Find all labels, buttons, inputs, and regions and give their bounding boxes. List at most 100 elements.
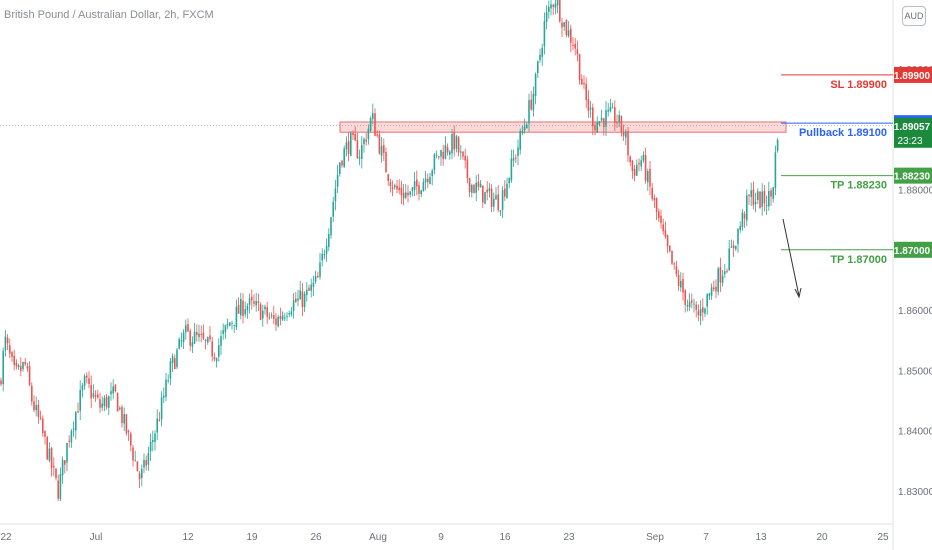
candle [345,136,348,157]
candle-body [114,384,117,392]
candle [693,298,695,313]
candle [94,390,97,402]
candle [420,189,422,198]
candle [526,122,528,129]
candle [277,314,279,328]
candle-body [394,185,396,188]
candle-body [259,304,262,320]
candle [405,183,407,200]
currency-button[interactable]: AUD [902,6,926,26]
candle [290,307,293,317]
candle-body [295,298,297,302]
candle-body [719,267,722,283]
candle-body [275,318,277,325]
candle-body [596,122,598,133]
candle-body [609,107,612,112]
candle [127,429,130,441]
candle [413,172,416,197]
candle-body [266,307,268,317]
candle [603,117,605,136]
candle [369,116,372,133]
candle-body [499,210,502,212]
candle-body [644,155,647,181]
candle-body [526,124,528,129]
candle [702,298,704,321]
candle-body [572,44,574,46]
candle-body [317,275,319,278]
candle-body [319,262,321,277]
candle [416,170,418,196]
candle-body [616,122,618,124]
candle [446,143,449,156]
candle-body [537,61,539,74]
candle-body [176,349,178,368]
candle-body [279,316,282,320]
candle-body [541,47,543,57]
candle-body [273,315,275,319]
candle-body [310,284,312,291]
candle [715,279,717,299]
candle-body [277,316,279,327]
countdown-text: 23:23 [897,136,922,147]
candle [312,275,315,297]
candle-body [13,356,15,365]
tp2-price-text: 1.87000 [894,246,931,257]
candle-body [765,204,768,206]
candle-body [545,11,548,23]
candle [299,280,301,300]
candle [519,128,521,155]
candle [609,98,612,113]
candle [585,77,587,109]
candle-body [121,406,123,424]
candle-body [581,78,583,85]
candle-body [218,345,220,357]
candle-body [627,131,629,156]
candle [611,102,614,109]
candle-body [515,157,517,159]
x-tick-label: 26 [310,532,322,543]
candle-body [455,136,458,149]
candle [409,191,411,198]
candle [570,24,572,53]
candle [499,210,502,216]
candle-body [233,324,235,326]
candle [143,453,145,473]
candle-body [220,336,222,346]
candle-body [226,323,229,326]
candle-body [339,162,341,174]
candle-body [534,73,537,97]
candle-body [611,107,614,109]
candle [330,216,332,239]
candle-body [565,20,568,36]
candle [176,347,178,370]
candle-body [160,397,163,420]
candle-body [675,266,678,275]
candle-body [429,176,431,184]
candle [281,311,284,322]
candle-body [209,335,211,340]
candle [213,352,216,362]
sl-price-badge [894,66,932,83]
candle-body [189,330,191,346]
candle-body [655,198,658,212]
candle-body [669,245,671,252]
candle [642,151,645,163]
candle-body [15,362,18,367]
candle-body [400,187,403,195]
candle [376,130,378,138]
candle [757,188,759,205]
candle-body [33,401,35,411]
candle [638,158,640,172]
candle [539,48,541,63]
candle [532,86,535,117]
candle [504,180,506,201]
candle-body [721,275,724,283]
candle [765,195,768,215]
candle [123,407,125,431]
x-tick-label: Jul [90,532,103,543]
candle [750,182,752,207]
candle [574,37,576,56]
candle [70,428,73,448]
y-tick-label: 1.86000 [898,306,932,317]
